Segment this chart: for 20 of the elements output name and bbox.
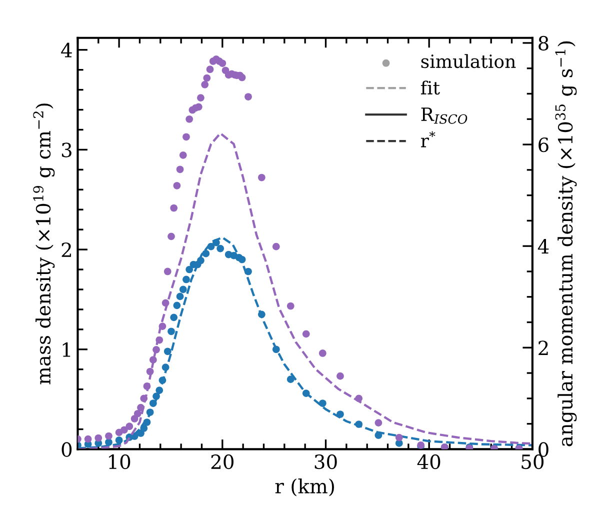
y-tick-label: 2: [62, 242, 71, 257]
x-tick-label: 10: [109, 454, 130, 470]
x-tick-label: 40: [417, 454, 440, 470]
legend-label: fit: [420, 80, 440, 95]
y-tick-label: 0: [62, 442, 72, 457]
y2-tick-label: 2: [538, 340, 548, 356]
x-tick-label: 30: [314, 454, 337, 470]
y2-axis-title: angular momentum density (×10$^{35}$ g s$^{−1}$): [555, 41, 577, 446]
y2-tick-label: 6: [538, 137, 548, 152]
x-tick-label: 20: [211, 454, 234, 470]
y-axis-title: mass density (×10$^{19}$ g cm$^{−2}$): [33, 104, 55, 384]
legend-label: simulation: [421, 54, 516, 68]
y-tick-label: 3: [62, 142, 72, 158]
legend-label: r$^{*}$: [420, 131, 436, 148]
y-tick-label: 4: [61, 42, 72, 58]
y2-tick-label: 4: [538, 239, 549, 254]
y2-tick-label: 8: [538, 36, 548, 51]
x-axis-title: r (km): [275, 478, 334, 496]
y-tick-label: 1: [62, 342, 70, 357]
legend-label: R$_{ISCO}$: [421, 108, 468, 124]
